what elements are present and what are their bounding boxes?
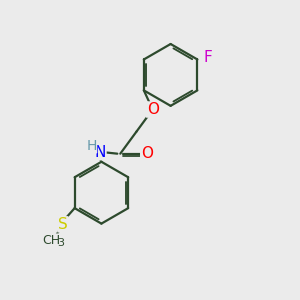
Text: O: O [147,102,159,117]
Text: S: S [58,217,68,232]
Text: H: H [86,139,97,153]
Text: N: N [94,145,106,160]
Text: CH: CH [42,234,60,247]
Text: O: O [141,146,153,161]
Text: F: F [203,50,212,64]
Text: 3: 3 [57,238,64,248]
